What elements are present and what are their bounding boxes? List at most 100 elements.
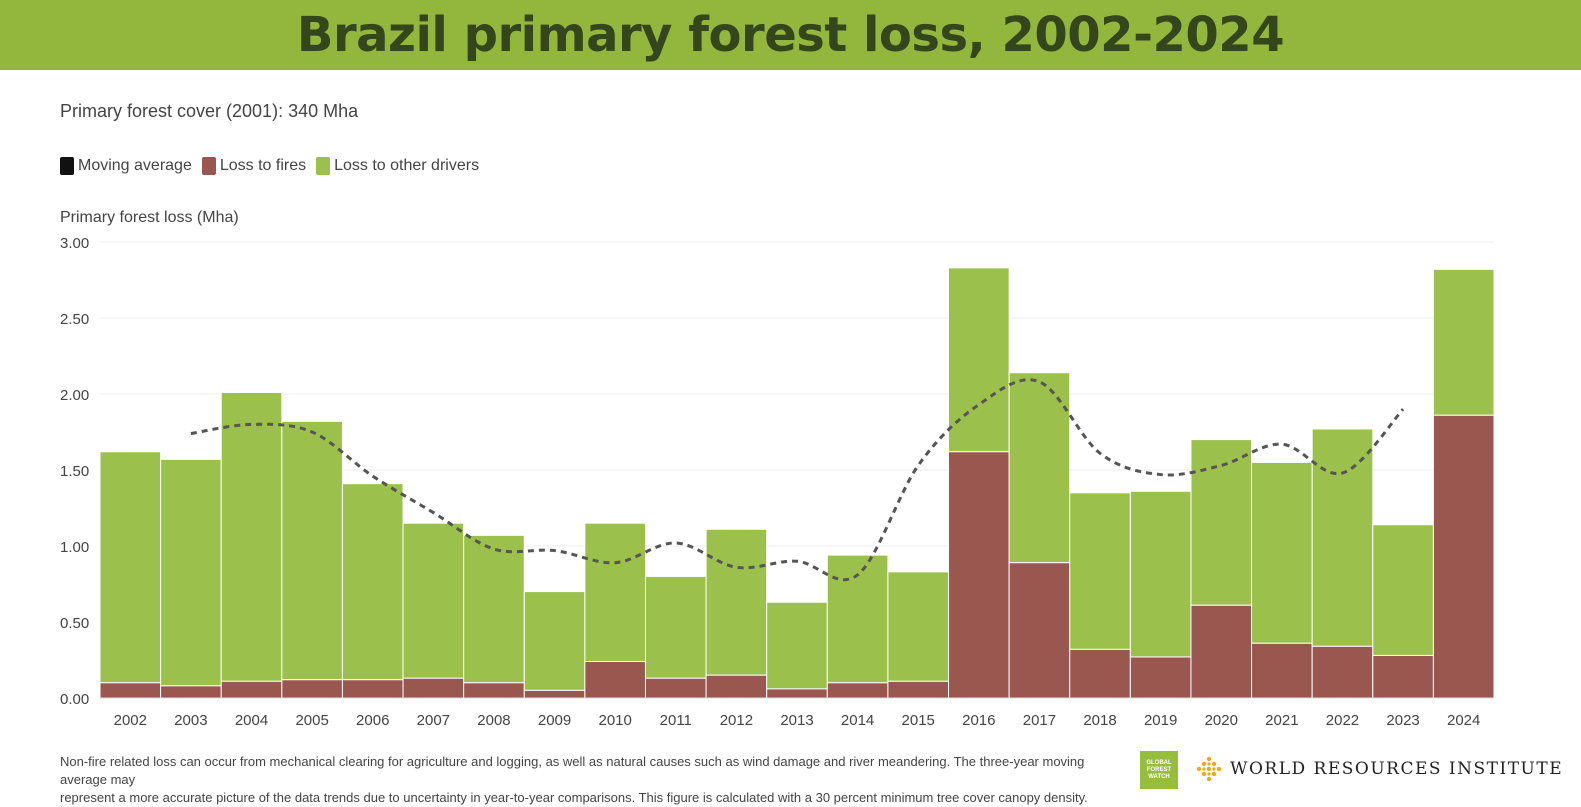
title-banner: Brazil primary forest loss, 2002-2024 — [0, 0, 1581, 70]
x-tick-label: 2014 — [841, 712, 874, 729]
x-tick-label: 2012 — [720, 712, 753, 729]
x-tick-label: 2017 — [1023, 712, 1056, 729]
legend-item-fires[interactable]: Loss to fires — [201, 157, 307, 175]
legend-label-moving-average: Moving average — [78, 157, 192, 174]
gfw-logo-line-3: WATCH — [1148, 773, 1170, 780]
x-tick-label: 2005 — [295, 712, 328, 729]
gfw-logo: GLOBAL FOREST WATCH — [1140, 751, 1178, 789]
bar-fires — [463, 682, 525, 699]
moving-average-line — [190, 378, 1405, 582]
bar-other-drivers — [402, 522, 465, 679]
bar-fires — [1008, 562, 1071, 699]
bar-fires — [584, 661, 646, 699]
bar-fires — [1190, 604, 1253, 699]
bar-fires — [160, 685, 222, 699]
chart-subtitle: Primary forest cover (2001): 340 Mha — [60, 101, 359, 121]
x-tick-label: 2024 — [1447, 712, 1480, 729]
bar-fires — [341, 679, 404, 699]
bar-fires — [523, 689, 586, 699]
footnote-line-2: represent a more accurate picture of the… — [60, 790, 1088, 805]
x-tick-label: 2003 — [174, 712, 207, 729]
legend-swatch-other — [316, 157, 331, 175]
chart-title: Brazil primary forest loss, 2002-2024 — [296, 7, 1285, 63]
bar-fires — [1251, 642, 1313, 699]
x-tick-label: 2021 — [1265, 712, 1298, 729]
x-tick-label: 2008 — [477, 712, 510, 729]
legend-swatch-moving-average — [60, 157, 74, 175]
gfw-logo-line-1: GLOBAL — [1146, 759, 1172, 766]
x-tick-label: 2013 — [780, 712, 813, 729]
bar-other-drivers — [644, 575, 707, 679]
bar-other-drivers — [523, 591, 586, 691]
footnote-line-1: Non-fire related loss can occur from mec… — [60, 754, 1085, 787]
bar-fires — [766, 688, 828, 699]
x-tick-label: 2023 — [1386, 712, 1419, 729]
legend-label-other: Loss to other drivers — [334, 157, 480, 174]
x-tick-label: 2016 — [962, 712, 995, 729]
bar-other-drivers — [1129, 490, 1192, 658]
x-tick-label: 2004 — [235, 712, 268, 729]
x-tick-label: 2011 — [660, 712, 692, 729]
bar-fires — [1311, 645, 1374, 699]
bar-other-drivers — [463, 534, 525, 684]
x-tick-label: 2020 — [1205, 712, 1238, 729]
bar-other-drivers — [1432, 268, 1495, 416]
bar-fires — [644, 677, 707, 699]
x-tick-label: 2007 — [417, 712, 450, 729]
x-tick-label: 2019 — [1144, 712, 1177, 729]
x-tick-label: 2006 — [356, 712, 389, 729]
bar-fires — [948, 451, 1010, 699]
bar-other-drivers — [1069, 492, 1131, 650]
gfw-logo-line-2: FOREST — [1146, 766, 1172, 773]
bar-other-drivers — [948, 267, 1010, 453]
bar-fires — [1372, 654, 1434, 699]
bar-other-drivers — [341, 483, 404, 681]
bar-other-drivers — [160, 458, 222, 687]
bar-fires — [1432, 414, 1495, 699]
y-axis-label: Primary forest loss (Mha) — [60, 209, 239, 226]
wri-emblem-icon — [1196, 756, 1222, 782]
legend-item-moving-average[interactable]: Moving average — [60, 157, 192, 175]
bar-other-drivers — [705, 528, 768, 676]
bar-fires — [99, 682, 162, 699]
bar-fires — [705, 674, 768, 699]
bar-other-drivers — [584, 522, 646, 663]
y-tick-label: 1.50 — [60, 463, 89, 480]
y-tick-label: 1.00 — [60, 539, 89, 556]
bar-other-drivers — [1251, 461, 1313, 644]
bar-other-drivers — [99, 451, 162, 684]
bar-other-drivers — [1008, 372, 1071, 564]
wri-logo: WORLD RESOURCES INSTITUTE — [1196, 756, 1563, 782]
bar-other-drivers — [220, 391, 283, 682]
legend-label-fires: Loss to fires — [219, 157, 307, 174]
y-tick-label: 0.00 — [60, 691, 89, 708]
bar-fires — [826, 682, 889, 699]
bar-fires — [1129, 656, 1192, 699]
chart-canvas: 0.00 0.50 1.00 1.50 2.00 2.50 3.00 2002 2003 2004… — [60, 235, 1495, 729]
bar-other-drivers — [281, 420, 343, 681]
bar-fires — [1069, 648, 1131, 699]
bar-other-drivers — [1190, 439, 1253, 606]
bar-fires — [281, 679, 343, 699]
x-tick-label: 2009 — [538, 712, 571, 729]
bar-fires — [887, 680, 950, 699]
bar-other-drivers — [1372, 524, 1434, 656]
bar-fires — [220, 680, 283, 699]
bar-other-drivers — [766, 601, 828, 690]
y-tick-label: 3.00 — [60, 235, 89, 252]
y-tick-label: 2.50 — [60, 311, 89, 328]
x-tick-label: 2015 — [902, 712, 935, 729]
x-tick-label: 2010 — [598, 712, 631, 729]
wri-wordmark: WORLD RESOURCES INSTITUTE — [1230, 759, 1564, 779]
legend-item-other[interactable]: Loss to other drivers — [316, 157, 479, 175]
x-tick-label: 2022 — [1326, 712, 1359, 729]
legend: Moving average Loss to fires Loss to oth… — [60, 157, 489, 175]
bar-other-drivers — [887, 571, 950, 682]
bar-other-drivers — [1311, 428, 1374, 647]
x-tick-label: 2002 — [114, 712, 147, 729]
bar-fires — [402, 677, 465, 699]
y-tick-label: 2.00 — [60, 387, 89, 404]
footnote: Non-fire related loss can occur from mec… — [60, 753, 1100, 807]
legend-swatch-fires — [201, 157, 216, 175]
y-tick-label: 0.50 — [60, 615, 89, 632]
